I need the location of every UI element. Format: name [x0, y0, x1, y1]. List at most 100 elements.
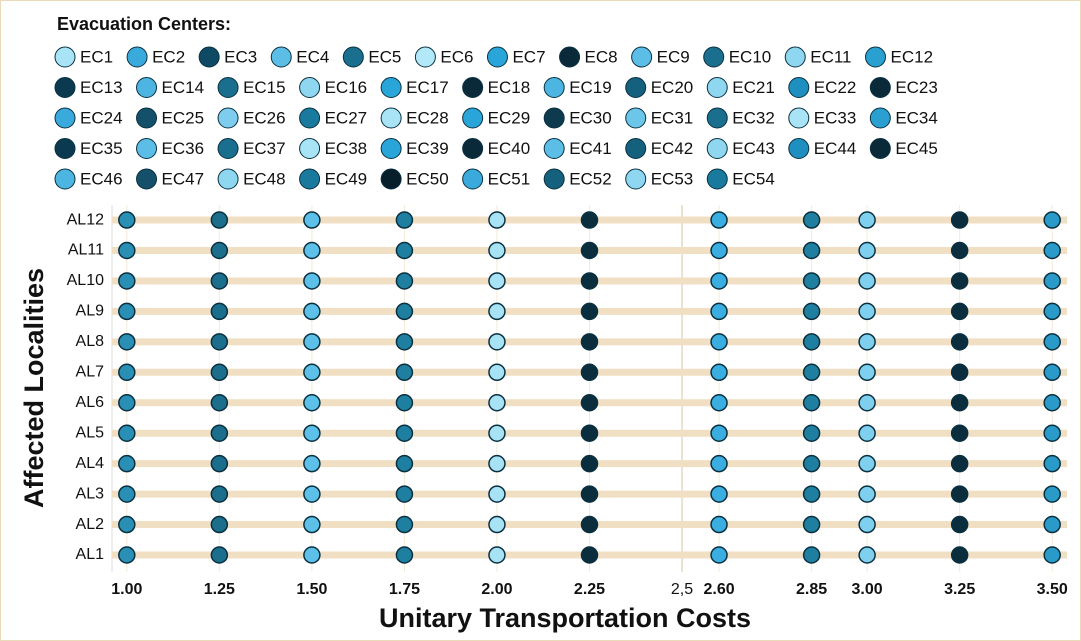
legend-label: EC12: [891, 47, 934, 66]
dot: [118, 454, 136, 473]
legend-label: EC44: [814, 139, 857, 158]
dot: [802, 424, 821, 442]
dot: [488, 394, 506, 412]
dot: [395, 515, 414, 534]
dot: [488, 302, 506, 321]
legend-label: EC8: [585, 47, 618, 66]
dot: [488, 333, 506, 351]
y-tick-label: AL6: [76, 394, 105, 411]
legend-label: EC37: [243, 139, 286, 158]
dot: [118, 272, 136, 290]
legend-swatch: [788, 138, 810, 159]
dot: [710, 485, 728, 503]
dot: [802, 515, 821, 534]
legend-swatch: [625, 107, 647, 129]
dot: [118, 515, 136, 534]
dot: [488, 241, 506, 260]
legend-swatch: [136, 77, 158, 98]
x-tick-label: 1.75: [389, 581, 420, 598]
legend-label: EC29: [488, 108, 531, 127]
legend-swatch: [625, 138, 647, 159]
legend-swatch: [462, 138, 484, 159]
legend-swatch: [462, 168, 484, 190]
legend-swatch: [54, 107, 76, 129]
dot: [858, 515, 876, 534]
legend-swatch: [703, 46, 725, 68]
dot: [210, 333, 229, 351]
dot: [303, 272, 321, 290]
dot: [710, 454, 728, 473]
legend-swatch: [54, 77, 76, 98]
legend-swatch: [136, 107, 158, 129]
y-tick-label: AL8: [76, 333, 105, 350]
dot: [950, 363, 969, 382]
dot: [858, 333, 876, 351]
dot: [802, 211, 821, 229]
y-tick-label: AL4: [76, 455, 105, 472]
legend-swatch: [54, 168, 76, 190]
legend-swatch: [462, 107, 484, 129]
dot: [210, 211, 229, 229]
dot: [395, 454, 414, 473]
legend-swatch: [543, 107, 565, 129]
legend-label: EC6: [440, 47, 473, 66]
legend-swatch: [380, 138, 402, 159]
legend-swatch: [217, 138, 239, 159]
y-tick-label: AL3: [76, 485, 105, 502]
dot: [802, 333, 821, 351]
legend-label: EC51: [488, 169, 531, 188]
dot: [210, 363, 229, 382]
dot: [395, 485, 414, 503]
legend-label: EC31: [651, 108, 694, 127]
legend-swatch: [625, 77, 647, 98]
legend-label: EC39: [406, 139, 449, 158]
dot: [303, 363, 321, 382]
legend-label: EC46: [80, 169, 123, 188]
dot: [710, 515, 728, 534]
dot: [580, 424, 599, 442]
dot: [802, 546, 821, 564]
legend-label: EC22: [814, 78, 857, 97]
legend-swatch: [380, 107, 402, 129]
legend-swatch: [217, 107, 239, 129]
legend-swatch: [299, 107, 321, 129]
dot: [118, 241, 136, 260]
x-tick-label: 1.25: [204, 581, 235, 598]
legend-label: EC38: [325, 139, 368, 158]
dot: [710, 424, 728, 442]
dot: [303, 515, 321, 534]
legend-label: EC33: [814, 108, 857, 127]
dot: [1043, 302, 1061, 321]
dot: [580, 515, 599, 534]
legend-swatch: [706, 138, 728, 159]
dot: [488, 363, 506, 382]
dot: [303, 394, 321, 412]
dot: [710, 363, 728, 382]
dot: [118, 363, 136, 382]
legend-swatch: [865, 46, 886, 68]
dot: [395, 241, 414, 260]
legend-label: EC1: [80, 47, 113, 66]
dot: [1043, 241, 1061, 260]
dot: [858, 241, 876, 260]
dot: [118, 211, 136, 229]
legend-label: EC40: [488, 139, 531, 158]
legend-label: EC42: [651, 139, 694, 158]
dot: [858, 363, 876, 382]
dot: [802, 454, 821, 473]
dot: [395, 272, 414, 290]
legend-swatch: [869, 107, 891, 129]
legend-label: EC48: [243, 169, 286, 188]
x-tick-label: 3.50: [1037, 581, 1068, 598]
x-tick-label: 2.00: [481, 581, 512, 598]
legend-swatch: [217, 77, 239, 98]
dot: [210, 454, 229, 473]
legend-swatch: [136, 138, 158, 159]
dot: [395, 333, 414, 351]
legend-label: EC20: [651, 78, 694, 97]
legend-label: EC50: [406, 169, 449, 188]
legend-label: EC3: [224, 47, 257, 66]
dot: [710, 333, 728, 351]
dot: [303, 546, 321, 564]
